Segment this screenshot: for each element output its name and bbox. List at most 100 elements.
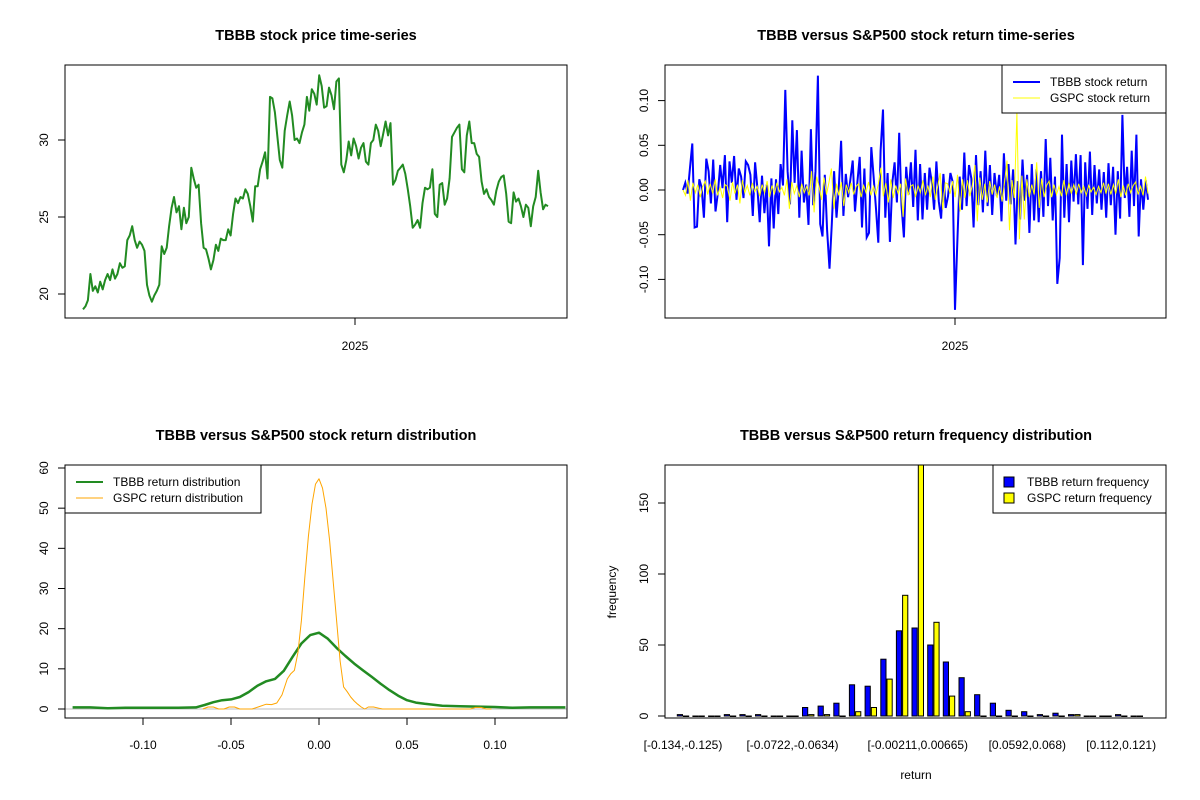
panel-return-distribution: TBBB versus S&P500 stock return distribu… xyxy=(37,428,568,752)
legend-label-gspc: GSPC return frequency xyxy=(1027,491,1152,505)
price-line xyxy=(82,74,549,311)
y-tick-label: 10 xyxy=(37,662,51,676)
x-category-label: [-0.134,-0.125) xyxy=(644,738,723,752)
gspc-bar xyxy=(745,715,752,717)
x-tick-label: 2025 xyxy=(942,339,969,353)
tbbb-bar xyxy=(1083,715,1090,717)
y-tick-label: 25 xyxy=(37,210,51,224)
y-tick-label: 30 xyxy=(37,133,51,147)
gspc-bar xyxy=(870,707,877,717)
gspc-bar xyxy=(1074,714,1081,717)
gspc-bar xyxy=(1121,715,1128,717)
tbbb-bar xyxy=(989,702,996,717)
gspc-bar xyxy=(933,621,940,717)
gspc-density-line xyxy=(202,478,492,710)
x-tick-label: 0.00 xyxy=(307,738,331,752)
x-tick-label: -0.05 xyxy=(217,738,245,752)
legend-swatch-gspc xyxy=(1003,492,1015,504)
chart-title: TBBB versus S&P500 return frequency dist… xyxy=(740,428,1092,444)
tbbb-bar xyxy=(880,658,887,717)
gspc-bar xyxy=(949,695,956,717)
tbbb-bar xyxy=(755,714,762,717)
y-tick-label: 0.00 xyxy=(637,178,651,202)
x-tick-label: 2025 xyxy=(342,339,369,353)
y-tick-label: 20 xyxy=(37,622,51,636)
gspc-bar xyxy=(1136,715,1144,717)
tbbb-return-line xyxy=(682,75,1149,310)
gspc-bar xyxy=(1058,715,1065,717)
gspc-bar xyxy=(964,711,971,717)
gspc-bar xyxy=(823,714,831,717)
chart-title: TBBB versus S&P500 stock return distribu… xyxy=(156,428,477,444)
tbbb-bar xyxy=(848,684,856,717)
legend-label-tbbb: TBBB return distribution xyxy=(113,475,240,489)
legend-label-tbbb: TBBB stock return xyxy=(1050,75,1147,89)
tbbb-bar xyxy=(833,702,840,717)
gspc-bar xyxy=(1105,715,1112,717)
x-category-label: [0.0592,0.068) xyxy=(989,738,1066,752)
tbbb-bar xyxy=(1130,715,1137,717)
gspc-bar xyxy=(996,715,1003,717)
x-category-label: [-0.0722,-0.0634) xyxy=(746,738,838,752)
tbbb-bar xyxy=(708,715,715,717)
tbbb-bar xyxy=(692,715,699,717)
gspc-bar xyxy=(917,465,924,717)
tbbb-bar xyxy=(911,627,918,717)
gspc-bar xyxy=(683,715,690,717)
y-tick-label: 50 xyxy=(637,638,651,652)
panel-return-timeseries: TBBB versus S&P500 stock return time-ser… xyxy=(637,28,1167,353)
y-tick-label: 150 xyxy=(637,493,651,513)
gspc-bar xyxy=(855,711,862,717)
gspc-bar xyxy=(1027,715,1034,717)
gspc-bar xyxy=(839,715,846,717)
legend-box xyxy=(1001,64,1167,114)
tbbb-bar xyxy=(895,630,903,717)
gspc-bar xyxy=(776,715,784,717)
legend: TBBB return distribution GSPC return dis… xyxy=(64,464,262,514)
tbbb-bar xyxy=(817,705,824,717)
gspc-bar xyxy=(792,715,799,717)
tbbb-density-line xyxy=(72,631,566,710)
legend: TBBB return frequency GSPC return freque… xyxy=(992,464,1167,514)
legend-box xyxy=(992,464,1167,514)
legend-label-gspc: GSPC return distribution xyxy=(113,491,243,505)
gspc-bar xyxy=(714,715,721,717)
gspc-bar xyxy=(1043,715,1050,717)
chart-title: TBBB versus S&P500 stock return time-ser… xyxy=(757,28,1075,44)
gspc-return-line xyxy=(682,113,1149,240)
y-tick-label: -0.05 xyxy=(637,221,651,249)
y-tick-label: 0 xyxy=(37,705,51,712)
tbbb-bar xyxy=(770,715,777,717)
gspc-bar xyxy=(902,594,909,717)
y-tick-label: 50 xyxy=(37,501,51,515)
legend-swatch-tbbb xyxy=(1003,476,1015,488)
x-tick-label: -0.10 xyxy=(129,738,157,752)
y-tick-label: 20 xyxy=(37,287,51,301)
gspc-bar xyxy=(761,715,768,717)
y-tick-label: 0 xyxy=(637,712,651,719)
y-tick-label: 100 xyxy=(637,564,651,584)
tbbb-bar xyxy=(1021,711,1028,717)
tbbb-bar xyxy=(786,715,793,717)
panel-return-frequency: TBBB versus S&P500 return frequency dist… xyxy=(605,428,1167,782)
x-category-label: [0.112,0.121) xyxy=(1086,738,1156,752)
y-tick-label: 30 xyxy=(37,582,51,596)
gspc-bar xyxy=(886,678,893,717)
tbbb-bar xyxy=(927,644,934,717)
tbbb-bar xyxy=(1099,715,1106,717)
x-category-label: [-0.00211,0.00665) xyxy=(868,738,969,752)
tbbb-bar xyxy=(802,707,809,717)
gspc-bar xyxy=(698,715,705,717)
legend-label-gspc: GSPC stock return xyxy=(1050,91,1150,105)
tbbb-bar xyxy=(723,714,730,717)
legend: TBBB stock return GSPC stock return xyxy=(1001,64,1167,114)
y-tick-label: 40 xyxy=(37,541,51,555)
legend-label-tbbb: TBBB return frequency xyxy=(1027,475,1149,489)
gspc-bar xyxy=(1011,715,1018,717)
tbbb-bar xyxy=(942,661,949,717)
x-axis-title: return xyxy=(900,768,931,782)
legend-box xyxy=(64,464,262,514)
gspc-bar xyxy=(808,714,815,717)
tbbb-bar xyxy=(974,694,981,717)
